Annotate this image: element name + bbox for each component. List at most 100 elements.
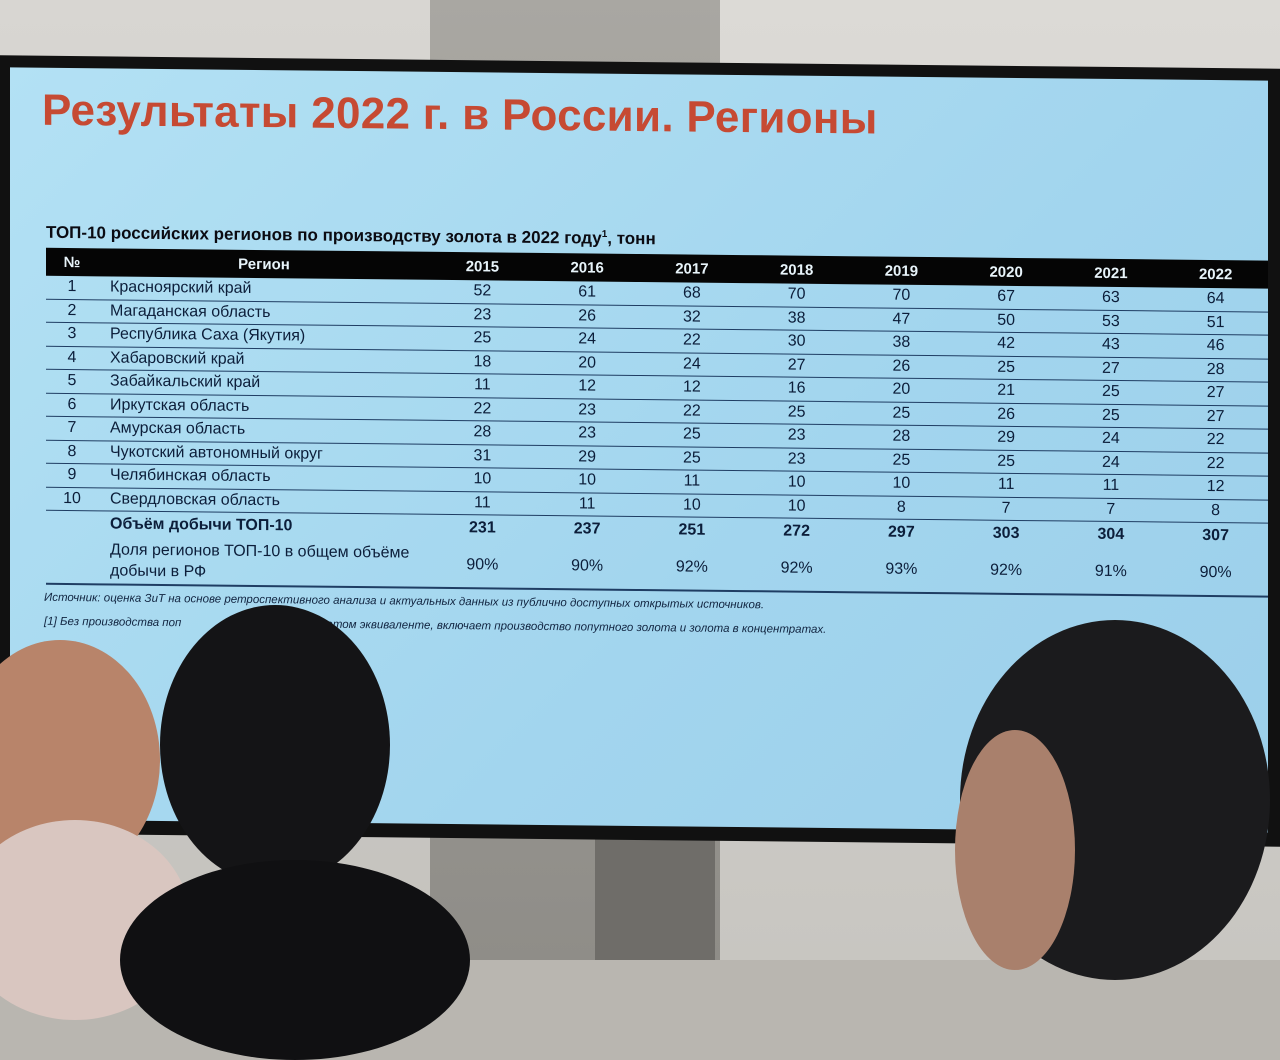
value-cell: 63 [1058, 286, 1164, 311]
column-header: 2016 [534, 252, 640, 283]
value-cell: 32 [639, 305, 745, 330]
value-cell: 25 [1058, 403, 1164, 428]
gold-production-table: № Регион 2015 2016 2017 2018 2019 2020 2021 2022 … [46, 247, 1268, 598]
column-header: Регион [98, 248, 430, 280]
value-cell: 10 [849, 471, 954, 497]
audience-head-center [160, 605, 390, 885]
value-cell: 18 [430, 349, 535, 375]
value-cell: 7 [1058, 497, 1164, 522]
value-cell: 11 [430, 373, 535, 398]
value-cell: 28 [849, 424, 954, 450]
value-cell: 20 [849, 377, 954, 403]
value-cell: 29 [953, 425, 1059, 451]
footnote-part1: [1] Без производства поп [44, 615, 182, 630]
value-cell: 22 [1163, 451, 1268, 477]
share-value: 92% [953, 546, 1059, 595]
region-cell: Челябинская область [98, 463, 430, 491]
total-value: 237 [573, 520, 601, 538]
value-cell: 38 [849, 330, 954, 356]
column-header: 2020 [953, 257, 1059, 287]
value-cell: 51 [1163, 310, 1268, 336]
value-cell: 24 [1058, 426, 1164, 452]
value-cell: 29 [534, 444, 640, 470]
rank-cell: 1 [46, 275, 98, 300]
value-cell: 8 [1163, 498, 1268, 524]
footnote: [1] Без производства поп в золотом эквива… [44, 616, 826, 636]
value-cell: 52 [430, 279, 535, 304]
value-cell: 10 [744, 494, 849, 519]
value-cell: 20 [534, 350, 640, 376]
value-cell: 25 [744, 400, 849, 425]
region-cell: Красноярский край [98, 276, 430, 303]
region-cell: Магаданская область [98, 299, 430, 327]
value-cell: 25 [849, 401, 954, 426]
value-cell: 25 [1058, 379, 1164, 405]
value-cell: 12 [639, 375, 745, 401]
value-cell: 24 [639, 352, 745, 377]
rank-cell: 8 [46, 439, 98, 464]
value-cell: 67 [953, 285, 1059, 310]
region-cell: Амурская область [98, 416, 430, 444]
value-cell: 25 [430, 326, 535, 351]
total-value: 251 [678, 521, 706, 539]
value-cell: 26 [849, 354, 954, 379]
value-cell: 22 [430, 396, 535, 422]
column-header: 2017 [639, 254, 745, 284]
value-cell: 7 [953, 496, 1059, 521]
value-cell: 27 [1163, 404, 1268, 430]
value-cell: 31 [430, 443, 535, 469]
screen-stand [595, 838, 715, 960]
value-cell: 25 [953, 449, 1059, 474]
value-cell: 53 [1058, 309, 1164, 334]
value-cell: 23 [744, 447, 849, 472]
value-cell: 70 [744, 283, 849, 308]
column-header: 2018 [744, 255, 849, 285]
value-cell: 25 [849, 448, 954, 473]
column-header: № [46, 247, 98, 277]
value-cell: 46 [1163, 333, 1268, 359]
share-value: 90% [430, 540, 535, 589]
region-cell: Иркутская область [98, 393, 430, 421]
rank-cell: 2 [46, 298, 98, 323]
total-value: 307 [1202, 526, 1229, 545]
value-cell: 38 [744, 306, 849, 331]
table-title-text: ТОП-10 российских регионов по производст… [46, 222, 602, 248]
share-value: 91% [1058, 547, 1164, 596]
region-cell: Свердловская область [98, 487, 430, 515]
value-cell: 42 [953, 331, 1059, 357]
value-cell: 11 [430, 490, 535, 516]
rank-cell: 9 [46, 463, 98, 488]
value-cell: 23 [430, 302, 535, 328]
value-cell: 26 [953, 402, 1059, 427]
share-value: 92% [639, 543, 745, 592]
total-value: 297 [888, 523, 915, 541]
value-cell: 21 [953, 378, 1059, 404]
rank-cell: 10 [46, 486, 98, 511]
rank-cell: 7 [46, 416, 98, 441]
value-cell: 11 [534, 491, 640, 517]
region-cell: Чукотский автономный округ [98, 440, 430, 468]
value-cell: 12 [1163, 474, 1268, 500]
share-value: 92% [744, 544, 849, 593]
value-cell: 47 [849, 307, 954, 332]
value-cell: 30 [744, 329, 849, 355]
total-value: 304 [1097, 525, 1125, 544]
value-cell: 12 [534, 374, 640, 400]
rank-cell: 6 [46, 392, 98, 417]
total-value: 303 [992, 524, 1020, 542]
column-header: 2019 [849, 256, 954, 286]
audience-face-right [955, 730, 1075, 970]
total-label: Объём добычи ТОП-10 [110, 515, 293, 535]
rank-cell: 5 [46, 369, 98, 394]
share-value: 93% [849, 545, 954, 594]
region-cell: Республика Саха (Якутия) [98, 322, 430, 350]
value-cell: 24 [1058, 450, 1164, 475]
total-value: 272 [783, 522, 810, 540]
value-cell: 43 [1058, 332, 1164, 358]
empty-cell [46, 536, 98, 585]
value-cell: 23 [534, 421, 640, 447]
value-cell: 10 [744, 470, 849, 496]
share-value: 90% [534, 541, 640, 591]
slide-title: Результаты 2022 г. в России. Регионы [42, 85, 878, 144]
value-cell: 10 [534, 468, 640, 494]
